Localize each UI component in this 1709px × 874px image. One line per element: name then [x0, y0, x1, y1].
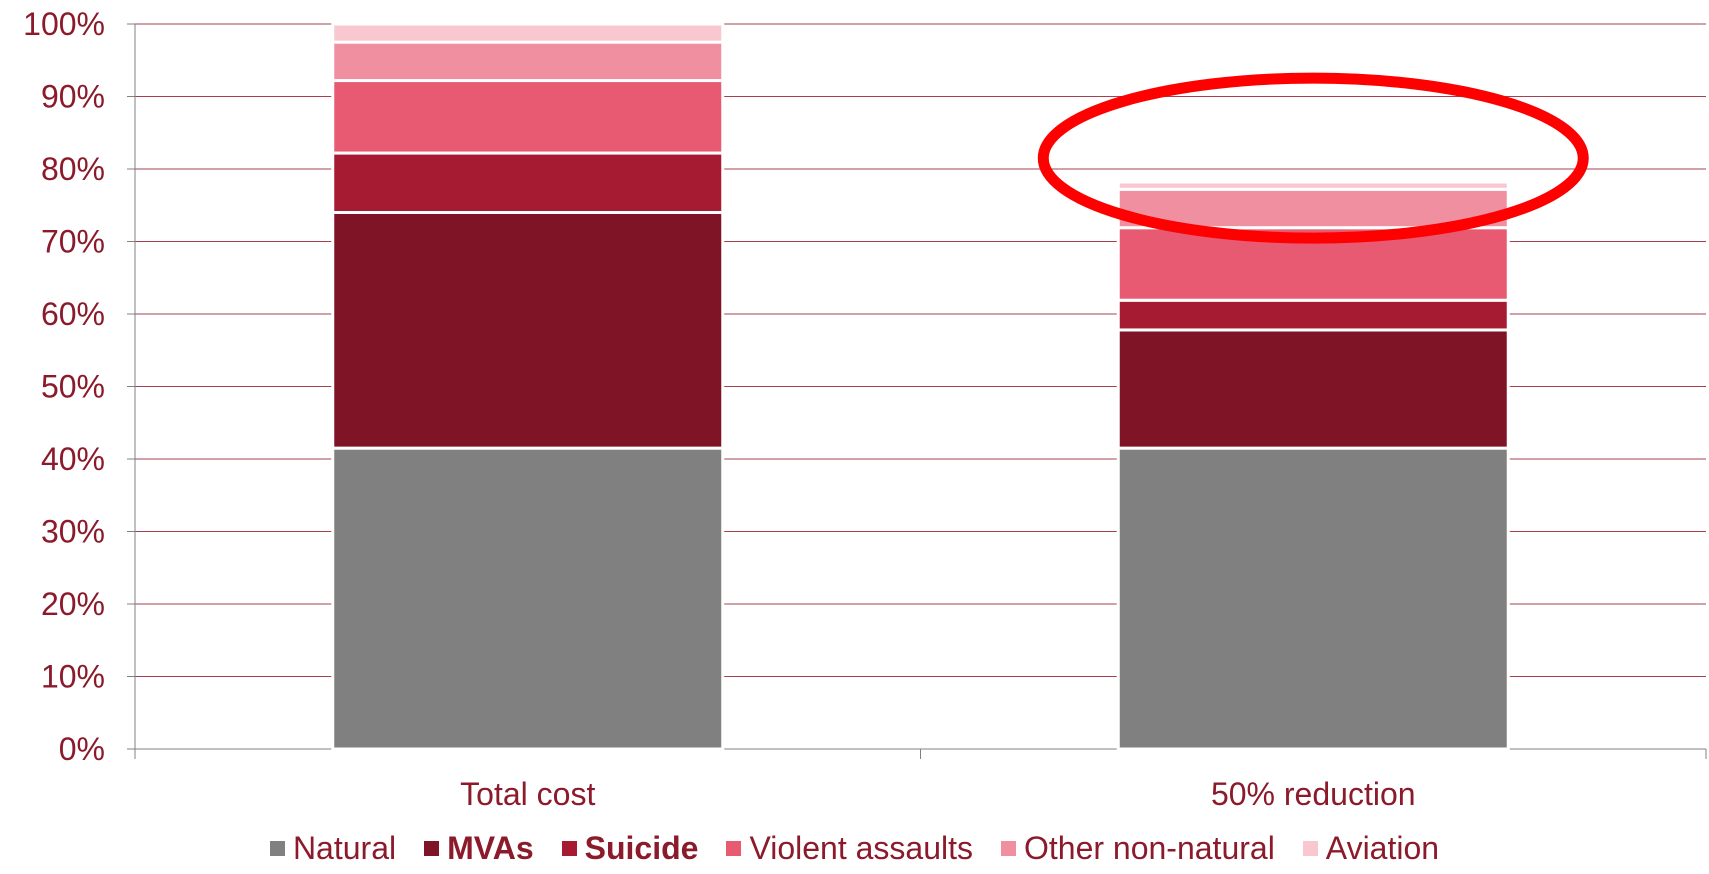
y-tick-label: 40%	[41, 441, 105, 477]
bar-segment-other-non-natural	[331, 40, 725, 83]
legend: Natural MVAs Suicide Violent assaults Other …	[0, 822, 1709, 874]
legend-item: Suicide	[561, 829, 699, 867]
legend-item: Violent assaults	[726, 830, 973, 867]
bar-segment-natural	[331, 446, 725, 751]
legend-item: Aviation	[1302, 829, 1440, 867]
bar-segment-mvas	[331, 211, 725, 450]
axis-labels: 0% 10% 20% 30% 40% 50% 60% 70% 80% 90% 100% Total c…	[23, 6, 1415, 812]
legend-item: MVAs	[424, 830, 534, 867]
legend-label: MVAs	[447, 829, 534, 866]
y-tick-label: 0%	[59, 731, 105, 767]
legend-swatch	[424, 840, 440, 856]
legend-swatch	[269, 840, 285, 856]
bar-segment-suicide	[1116, 298, 1510, 332]
y-tick-label: 20%	[41, 586, 105, 622]
bar-segment-suicide	[331, 151, 725, 215]
bars	[331, 22, 1510, 751]
y-tick-label: 90%	[41, 79, 105, 115]
legend-swatch	[561, 840, 577, 856]
legend-label: Suicide	[584, 829, 699, 866]
legend-swatch	[726, 840, 742, 856]
y-tick-label: 50%	[41, 369, 105, 405]
y-tick-label: 100%	[23, 6, 105, 42]
y-tick-label: 80%	[41, 151, 105, 187]
y-tick-label: 30%	[41, 514, 105, 550]
bar-segment-mvas	[1116, 328, 1510, 450]
legend-swatch	[1302, 840, 1318, 856]
y-tick-label: 10%	[41, 659, 105, 695]
bar-segment-aviation	[331, 22, 725, 44]
legend-label: Violent assaults	[749, 829, 973, 866]
legend-item: Natural	[269, 829, 397, 867]
highlight-ellipse	[1037, 72, 1589, 244]
bar-segment-violent-assaults	[331, 79, 725, 155]
legend-swatch	[1000, 840, 1016, 856]
y-tick-label: 70%	[41, 224, 105, 260]
legend-item: Other non-natural	[1000, 829, 1275, 867]
annotation-layer	[1037, 72, 1589, 244]
legend-label: Other non-natural	[1023, 829, 1275, 866]
bar-segment-aviation	[1116, 180, 1510, 191]
bar-segment-natural	[1116, 446, 1510, 751]
x-category-label: Total cost	[460, 776, 595, 812]
x-category-label: 50% reduction	[1211, 776, 1416, 812]
legend-label: Natural	[292, 829, 397, 866]
y-tick-label: 60%	[41, 296, 105, 332]
legend-label: Aviation	[1325, 829, 1440, 866]
